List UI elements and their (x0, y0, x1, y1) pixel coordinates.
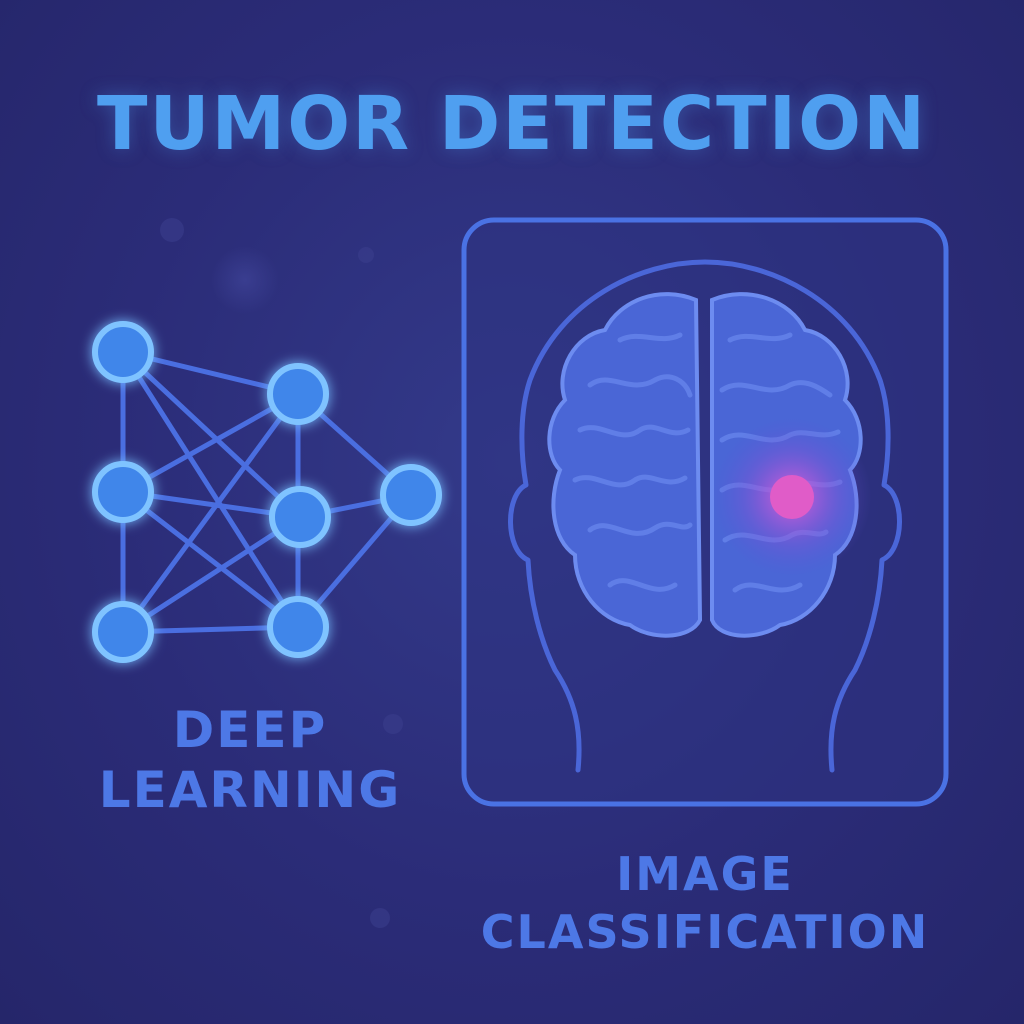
network-nodes (92, 321, 442, 663)
network-node (92, 601, 154, 663)
network-node (267, 363, 329, 425)
tumor-highlight-icon (712, 417, 872, 577)
head-outline-icon (508, 259, 902, 773)
background-bokeh (160, 218, 403, 928)
network-node (267, 596, 329, 658)
network-node (269, 486, 331, 548)
image-frame (461, 217, 949, 807)
network-node (92, 461, 154, 523)
caption-line: IMAGE (616, 847, 794, 901)
image-classification-caption: IMAGE CLASSIFICATION (460, 845, 950, 961)
tumor-spot (770, 475, 814, 519)
deep-learning-caption: DEEP LEARNING (60, 700, 440, 820)
caption-line: DEEP (172, 701, 328, 759)
caption-line: CLASSIFICATION (480, 905, 930, 959)
neural-network-diagram (92, 321, 442, 663)
caption-line: LEARNING (98, 761, 402, 819)
page-title: TUMOR DETECTION (96, 81, 928, 167)
network-node (92, 321, 154, 383)
network-node (380, 464, 442, 526)
